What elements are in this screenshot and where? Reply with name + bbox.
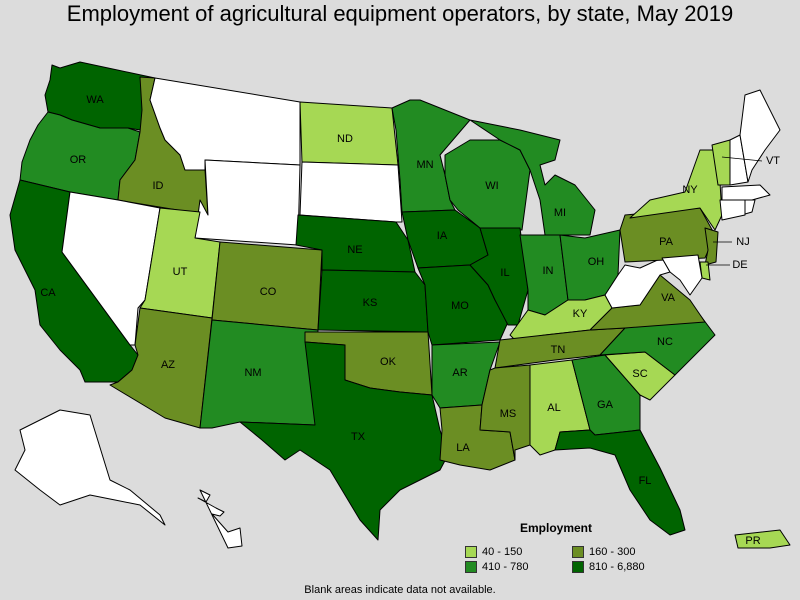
legend-swatch-4 xyxy=(572,561,584,573)
label-GA: GA xyxy=(597,399,614,411)
legend-title: Employment xyxy=(520,521,593,535)
label-VA: VA xyxy=(661,292,676,304)
legend-label-4: 810 - 6,880 xyxy=(589,561,645,573)
label-LA: LA xyxy=(456,442,470,454)
state-MA[interactable] xyxy=(721,184,771,201)
state-AK[interactable] xyxy=(14,409,166,526)
label-MO: MO xyxy=(451,300,469,312)
state-MI[interactable] xyxy=(469,119,596,236)
label-AL: AL xyxy=(547,402,560,414)
label-ID: ID xyxy=(153,180,164,192)
state-TX[interactable] xyxy=(239,341,449,541)
label-VT: VT xyxy=(766,155,780,167)
label-NY: NY xyxy=(682,184,698,196)
label-IA: IA xyxy=(437,230,448,242)
state-MT[interactable] xyxy=(149,77,301,171)
label-OK: OK xyxy=(380,356,397,368)
label-MI: MI xyxy=(554,207,566,219)
label-KY: KY xyxy=(573,308,588,320)
label-NM: NM xyxy=(244,367,261,379)
footnote: Blank areas indicate data not available. xyxy=(304,584,496,596)
label-NC: NC xyxy=(657,336,673,348)
legend-swatch-2 xyxy=(572,546,584,558)
legend-item-2: 160 - 300 xyxy=(572,546,635,558)
label-WA: WA xyxy=(86,94,104,106)
label-PR: PR xyxy=(745,535,760,547)
leader-line-VT xyxy=(721,156,763,162)
state-ME[interactable] xyxy=(739,89,781,183)
label-WI: WI xyxy=(485,180,498,192)
label-KS: KS xyxy=(363,297,378,309)
legend-item-3: 410 - 780 xyxy=(465,561,528,573)
state-NJ[interactable] xyxy=(704,227,719,266)
legend-item-1: 40 - 150 xyxy=(465,546,522,558)
label-IN: IN xyxy=(543,265,554,277)
state-WI[interactable] xyxy=(444,139,531,231)
label-PA: PA xyxy=(659,236,674,248)
state-SD[interactable] xyxy=(299,161,403,223)
legend-item-4: 810 - 6,880 xyxy=(572,561,645,573)
state-HI[interactable] xyxy=(197,489,243,549)
label-CA: CA xyxy=(40,287,56,299)
state-NV[interactable] xyxy=(61,191,161,346)
label-SC: SC xyxy=(632,368,647,380)
map-title: Employment of agricultural equipment ope… xyxy=(66,1,734,26)
state-PR[interactable] xyxy=(734,529,791,549)
label-AZ: AZ xyxy=(161,359,175,371)
label-TN: TN xyxy=(551,344,566,356)
label-OH: OH xyxy=(588,256,605,268)
state-MD[interactable] xyxy=(661,254,703,296)
label-ND: ND xyxy=(337,133,353,145)
state-labels: WA OR CA ID ND UT CO AZ NM NE KS OK TX M… xyxy=(40,94,780,547)
label-UT: UT xyxy=(173,266,188,278)
label-FL: FL xyxy=(639,475,652,487)
state-WY[interactable] xyxy=(194,159,301,246)
label-CO: CO xyxy=(260,286,277,298)
label-MN: MN xyxy=(416,159,433,171)
label-TX: TX xyxy=(351,431,366,443)
label-IL: IL xyxy=(500,267,509,279)
label-OR: OR xyxy=(70,154,87,166)
state-FL[interactable] xyxy=(554,429,686,536)
label-NJ: NJ xyxy=(736,236,749,248)
state-CT[interactable] xyxy=(719,199,746,221)
legend-label-3: 410 - 780 xyxy=(482,561,529,573)
state-RI[interactable] xyxy=(744,199,756,215)
label-AR: AR xyxy=(452,367,467,379)
legend-label-1: 40 - 150 xyxy=(482,546,523,558)
label-MS: MS xyxy=(500,408,517,420)
legend-swatch-1 xyxy=(465,546,477,558)
label-DE: DE xyxy=(732,259,747,271)
legend-swatch-3 xyxy=(465,561,477,573)
legend-label-2: 160 - 300 xyxy=(589,546,636,558)
label-NE: NE xyxy=(347,244,362,256)
